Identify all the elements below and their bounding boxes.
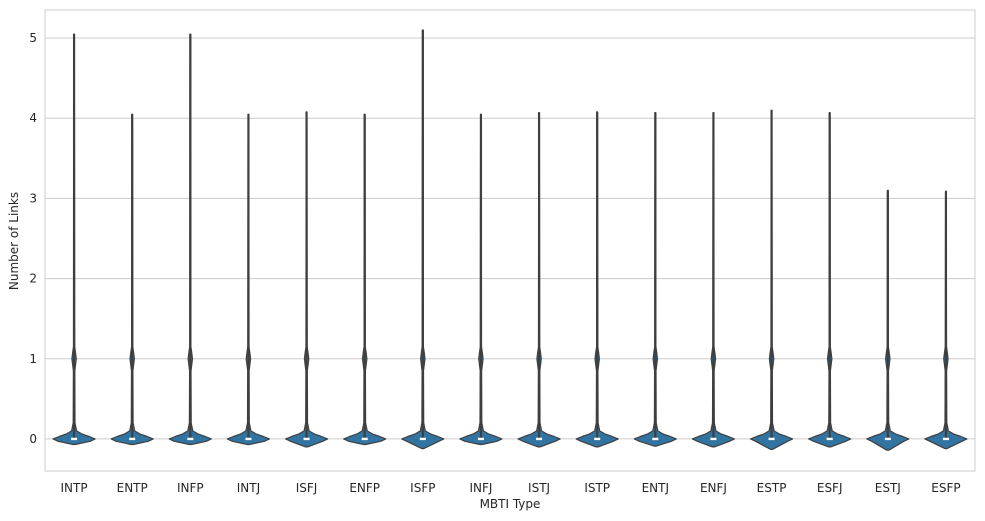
violin-isfp [401, 29, 445, 450]
violin-estp [750, 109, 794, 450]
x-tick-label: INFP [177, 481, 204, 495]
median-marker [303, 437, 310, 441]
plot-frame [44, 9, 976, 472]
x-tick-label: INTJ [237, 481, 260, 495]
x-tick-label: ESTJ [875, 481, 901, 495]
violin-esfp [924, 190, 968, 450]
median-marker [942, 437, 949, 441]
violin-infj [459, 113, 503, 446]
violin-enfp [343, 113, 387, 446]
violin-isfj [285, 111, 329, 448]
x-tick-label: ISTJ [528, 481, 550, 495]
x-tick-label: ESTP [757, 481, 787, 495]
y-tick-label: 2 [29, 272, 37, 286]
median-marker [884, 437, 891, 441]
violin-intp [52, 33, 96, 446]
violin-esfj [808, 112, 852, 448]
violin-istj [517, 112, 561, 448]
median-marker [826, 437, 833, 441]
violin-entj [633, 112, 677, 447]
median-marker [187, 437, 194, 441]
violin-infp [168, 33, 212, 446]
x-tick-label: ESFP [931, 481, 960, 495]
y-tick-labels: 0 1 2 3 4 5 [29, 31, 37, 446]
median-marker [361, 437, 368, 441]
violins [52, 29, 968, 451]
median-marker [129, 437, 136, 441]
violin-estj [866, 189, 910, 451]
x-tick-label: ENFJ [700, 481, 727, 495]
y-tick-label: 4 [29, 111, 37, 125]
median-marker [768, 437, 775, 441]
x-tick-label: ENTJ [642, 481, 669, 495]
x-tick-label: INFJ [469, 481, 492, 495]
x-tick-label: ISFP [410, 481, 435, 495]
violin-enfj [691, 112, 735, 448]
y-tick-label: 3 [29, 191, 37, 205]
y-tick-label: 0 [29, 432, 37, 446]
x-tick-label: ENFP [349, 481, 380, 495]
x-tick-label: INTP [61, 481, 88, 495]
x-tick-label: ENTP [117, 481, 148, 495]
median-marker [419, 437, 426, 441]
median-marker [245, 437, 252, 441]
y-tick-label: 1 [29, 352, 37, 366]
x-tick-label: ESFJ [817, 481, 843, 495]
violin-intj [226, 113, 270, 446]
y-tick-label: 5 [29, 31, 37, 45]
median-marker [652, 437, 659, 441]
x-tick-label: ISFJ [296, 481, 318, 495]
x-axis-label: MBTI Type [480, 497, 541, 511]
y-axis-label: Number of Links [7, 192, 21, 290]
x-tick-labels: INTP ENTP INFP INTJ ISFJ ENFP ISFP INFJ ISTJ ISTP… [61, 481, 961, 495]
violin-istp [575, 111, 619, 448]
median-marker [477, 437, 484, 441]
x-tick-label: ISTP [584, 481, 610, 495]
violin-entp [110, 113, 154, 446]
median-marker [594, 437, 601, 441]
median-marker [710, 437, 717, 441]
plot-background [45, 10, 975, 471]
median-marker [536, 437, 543, 441]
median-marker [71, 437, 78, 441]
